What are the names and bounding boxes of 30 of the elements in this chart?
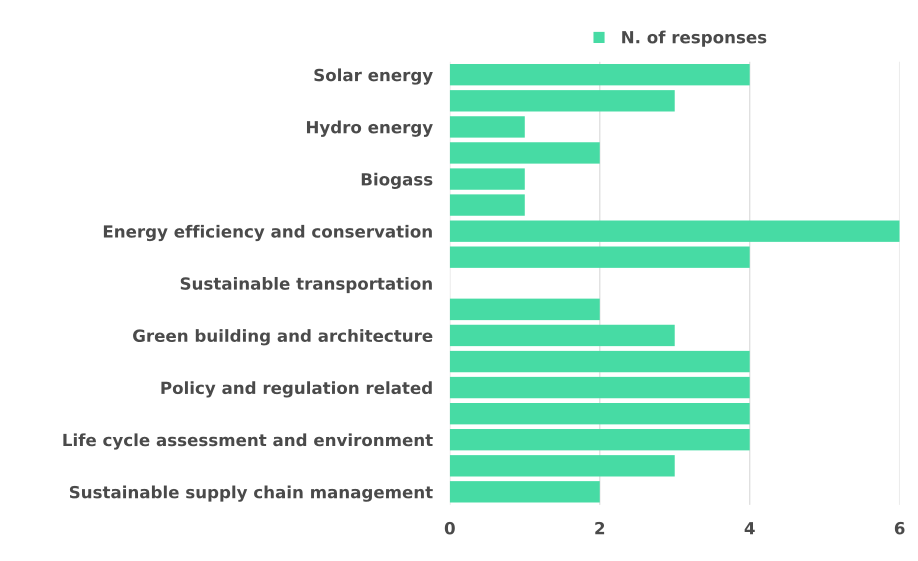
y-tick-label: Sustainable supply chain management: [70, 486, 433, 502]
bar: [450, 116, 525, 138]
x-tick-label: 4: [744, 522, 755, 534]
bar: [450, 194, 525, 216]
x-tick-label: 6: [894, 522, 905, 534]
bar: [450, 350, 750, 372]
bar: [450, 455, 675, 476]
legend-label: N. of responses: [622, 30, 766, 47]
bar: [450, 142, 600, 164]
x-tick-label: 2: [595, 522, 604, 534]
bar: [450, 402, 750, 424]
bar: [450, 220, 900, 242]
bar: [450, 481, 600, 503]
y-tick-label: Energy efficiency and conservation: [104, 224, 432, 242]
bar: [450, 90, 675, 112]
y-tick-label: Sustainable transportation: [180, 276, 432, 294]
bar: [450, 429, 750, 450]
y-tick-label: Policy and regulation related: [161, 381, 432, 398]
y-tick-label: Life cycle assessment and environment: [63, 433, 433, 450]
bar: [450, 298, 600, 320]
y-tick-label: Green building and architecture: [133, 329, 432, 346]
y-tick-label: Hydro energy: [306, 120, 433, 137]
bar: [450, 64, 750, 86]
x-tick-label: 0: [444, 522, 455, 534]
bar: [450, 324, 675, 346]
y-tick-label: Solar energy: [314, 68, 433, 85]
y-tick-label: Biogass: [362, 172, 432, 189]
bar: [450, 246, 750, 268]
bar: [450, 376, 750, 398]
bar: [450, 168, 525, 190]
